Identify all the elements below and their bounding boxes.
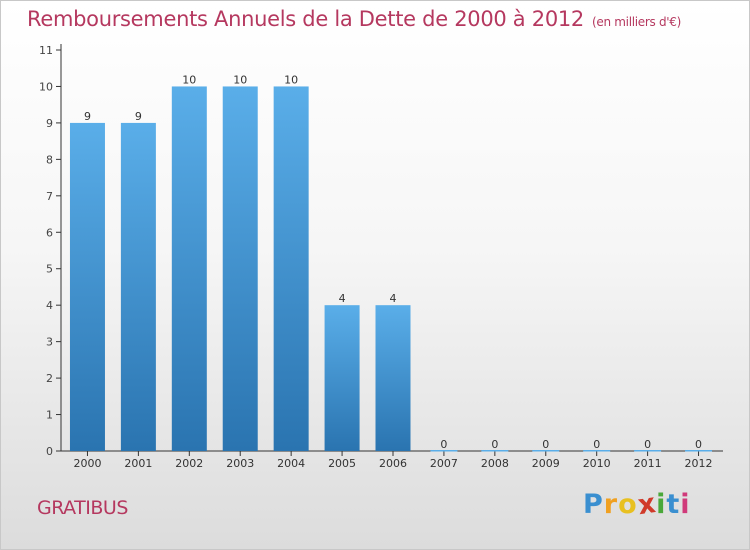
data-label: 10 xyxy=(233,73,247,86)
y-tick-label: 7 xyxy=(46,190,53,203)
proxiti-logo: Proxiti xyxy=(583,487,691,522)
x-tick-label: 2012 xyxy=(685,457,713,470)
bar xyxy=(273,86,309,452)
logo-letter: r xyxy=(603,489,619,520)
y-tick-label: 5 xyxy=(46,263,53,276)
data-label: 9 xyxy=(84,110,91,123)
x-tick-label: 2011 xyxy=(634,457,662,470)
x-tick-label: 2003 xyxy=(226,457,254,470)
x-tick-label: 2007 xyxy=(430,457,458,470)
data-label: 10 xyxy=(284,73,298,86)
bar xyxy=(685,450,713,452)
bar xyxy=(120,122,156,451)
data-label: 0 xyxy=(440,438,447,451)
y-tick-label: 4 xyxy=(46,299,53,312)
bar xyxy=(324,305,360,451)
data-label: 9 xyxy=(135,110,142,123)
logo-letter: i xyxy=(680,489,691,520)
data-label: 4 xyxy=(339,292,346,305)
y-tick-label: 3 xyxy=(46,336,53,349)
y-tick-label: 9 xyxy=(46,117,53,130)
bar xyxy=(171,86,207,452)
data-label: 0 xyxy=(695,438,702,451)
logo-letter: o xyxy=(618,489,638,520)
data-label: 4 xyxy=(390,292,397,305)
chart-title: Remboursements Annuels de la Dette de 20… xyxy=(27,7,682,31)
bar xyxy=(222,86,258,452)
x-tick-label: 2010 xyxy=(583,457,611,470)
logo-letter: t xyxy=(666,489,681,520)
x-tick-label: 2005 xyxy=(328,457,356,470)
chart-unit-label: (en milliers d'€) xyxy=(592,15,682,29)
bar xyxy=(583,450,611,452)
x-tick-label: 2009 xyxy=(532,457,560,470)
data-label: 0 xyxy=(491,438,498,451)
bar xyxy=(532,450,560,452)
x-tick-label: 2004 xyxy=(277,457,305,470)
data-label: 0 xyxy=(593,438,600,451)
y-tick-label: 8 xyxy=(46,153,53,166)
bar xyxy=(430,450,458,452)
bar xyxy=(481,450,509,452)
x-tick-label: 2001 xyxy=(124,457,152,470)
commune-name: GRATIBUS xyxy=(37,497,128,519)
y-tick-label: 1 xyxy=(46,409,53,422)
y-tick-label: 10 xyxy=(39,80,53,93)
bar xyxy=(375,305,411,451)
x-tick-label: 2006 xyxy=(379,457,407,470)
y-tick-label: 6 xyxy=(46,226,53,239)
x-tick-label: 2008 xyxy=(481,457,509,470)
logo-letter: x xyxy=(635,487,659,522)
data-label: 0 xyxy=(542,438,549,451)
logo-letter: P xyxy=(583,489,604,520)
y-tick-label: 11 xyxy=(39,44,53,57)
x-tick-label: 2002 xyxy=(175,457,203,470)
data-label: 0 xyxy=(644,438,651,451)
x-tick-label: 2000 xyxy=(73,457,101,470)
bar xyxy=(69,122,105,451)
logo-letter: i xyxy=(656,489,667,520)
data-label: 10 xyxy=(182,73,196,86)
y-tick-label: 2 xyxy=(46,372,53,385)
y-tick-label: 0 xyxy=(46,445,53,458)
bar xyxy=(634,450,662,452)
